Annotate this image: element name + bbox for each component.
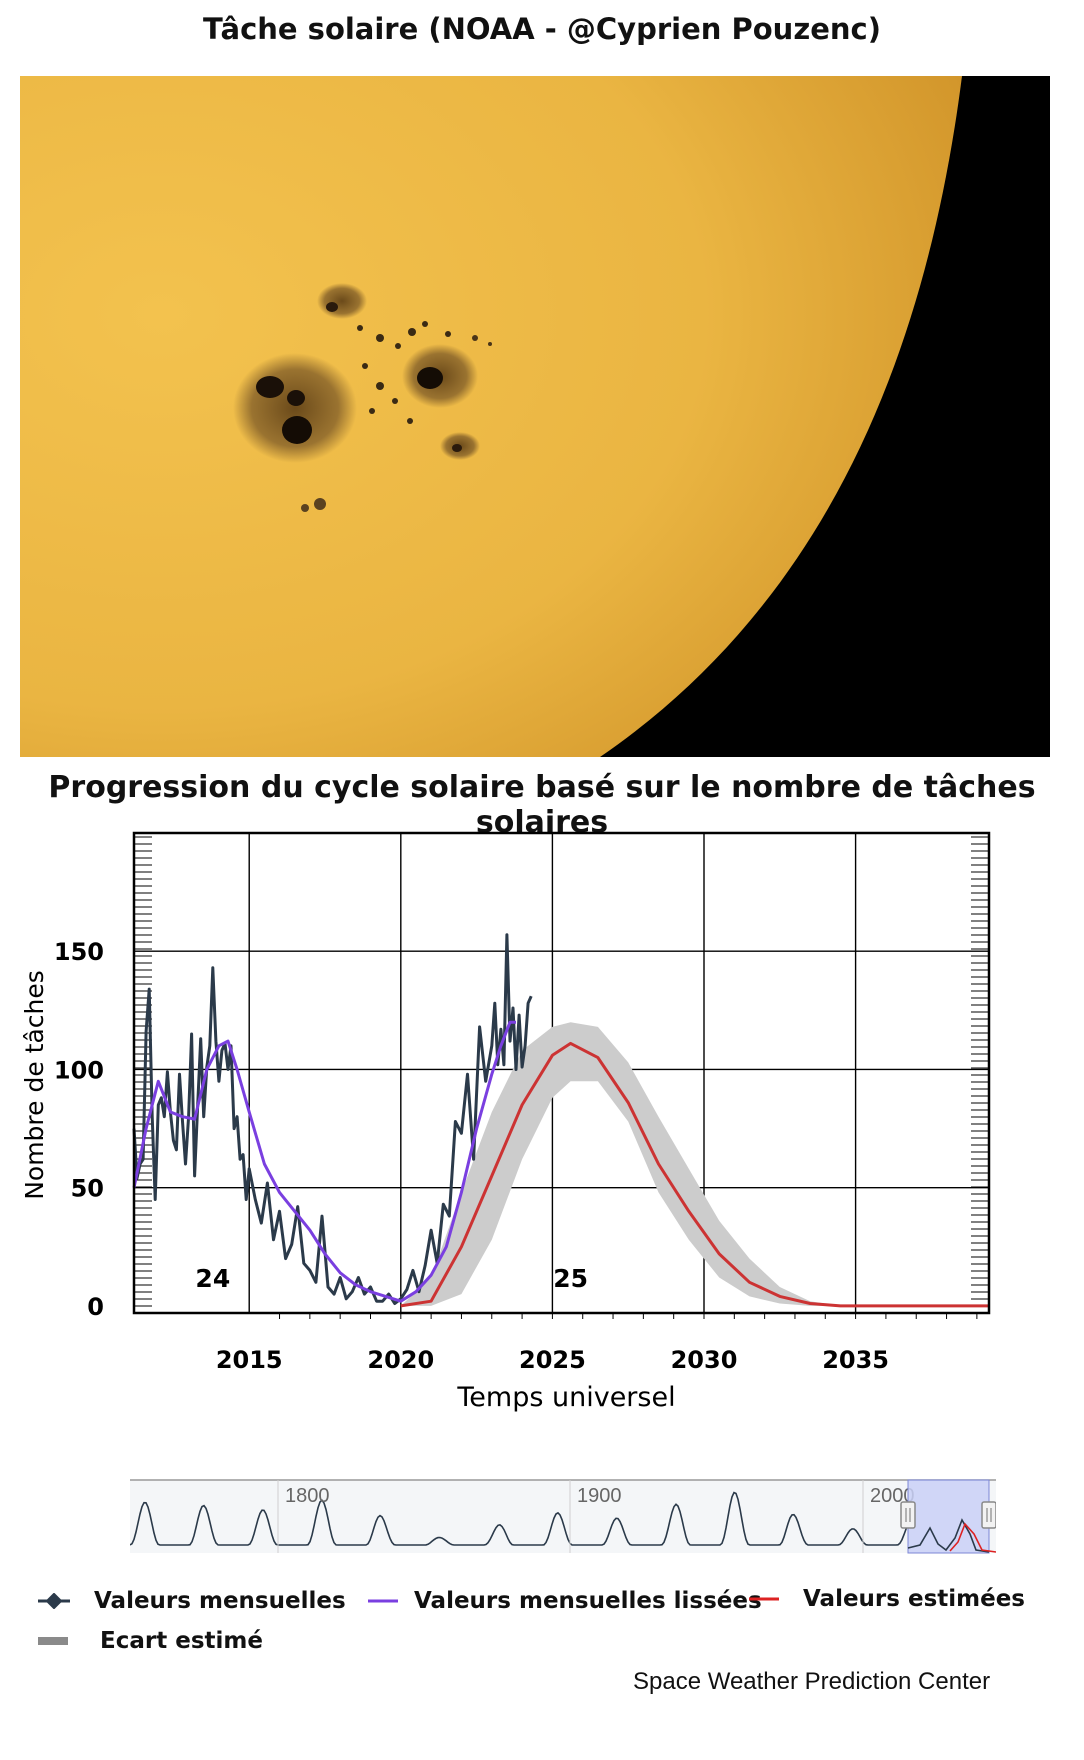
legend-item-monthly[interactable]: Valeurs mensuelles <box>36 1588 346 1615</box>
legend-label: Valeurs estimées <box>803 1586 1025 1612</box>
source-credit: Space Weather Prediction Center <box>633 1668 991 1695</box>
legend-item-smoothed[interactable]: Valeurs mensuelles lissées <box>366 1588 762 1615</box>
history-line <box>130 1491 909 1546</box>
cycle-label: 24 <box>195 1264 230 1293</box>
navigator-background <box>130 1480 996 1553</box>
estimated-range-band <box>400 1022 841 1306</box>
plot-frame <box>132 831 991 1315</box>
x-axis-title: Temps universel <box>456 1382 675 1413</box>
x-tick-label: 2015 <box>216 1346 283 1374</box>
range-navigator[interactable]: 1800 1900 2000 <box>130 1468 996 1558</box>
sunspot-group <box>233 283 492 512</box>
navigator-handle-left[interactable] <box>900 1501 916 1529</box>
y-tick-label: 150 <box>54 938 104 966</box>
series-smoothed-line <box>132 1020 516 1303</box>
x-tick-label: 2020 <box>367 1346 434 1374</box>
sunspot-chart: 2015 2020 2025 2030 2035 0 50 100 150 24 25 Temps u… <box>20 831 991 1413</box>
legend-label: Valeurs mensuelles lissées <box>414 1588 762 1614</box>
y-tick-label: 0 <box>87 1293 104 1321</box>
navigator-tick-label: 1900 <box>577 1485 622 1507</box>
chart-title: Progression du cycle solaire basé sur le… <box>48 770 1036 840</box>
x-tick-label: 2025 <box>519 1346 586 1374</box>
y-axis-title: Nombre de tâches <box>20 970 49 1200</box>
y-tick-label: 100 <box>54 1056 104 1084</box>
x-tick-label: 2035 <box>822 1346 889 1374</box>
band-icon <box>36 1629 70 1655</box>
line-icon <box>366 1589 400 1615</box>
legend-item-estimated[interactable]: Valeurs estimées <box>747 1586 1025 1613</box>
photo-title: Tâche solaire (NOAA - @Cyprien Pouzenc) <box>203 12 881 46</box>
navigator-tick-label: 1800 <box>285 1485 330 1507</box>
cycle-label: 25 <box>553 1264 588 1293</box>
x-tick-label: 2030 <box>671 1346 738 1374</box>
series-estimated-line <box>400 1041 989 1308</box>
series-monthly-line <box>132 933 533 1305</box>
navigator-selection-line <box>907 1518 990 1553</box>
navigator-forecast-line <box>949 1522 996 1553</box>
diamond-line-icon <box>36 1589 72 1615</box>
legend-label: Valeurs mensuelles <box>94 1588 346 1614</box>
navigator-handle-right[interactable] <box>981 1501 996 1529</box>
sun-disk <box>20 76 962 757</box>
navigator-selection[interactable] <box>907 1479 990 1554</box>
legend-item-band[interactable]: Ecart estimé <box>36 1628 263 1655</box>
sunspot-photo <box>20 76 1050 757</box>
line-icon <box>747 1587 781 1613</box>
y-tick-label: 50 <box>71 1175 104 1203</box>
legend-label: Ecart estimé <box>100 1628 263 1654</box>
